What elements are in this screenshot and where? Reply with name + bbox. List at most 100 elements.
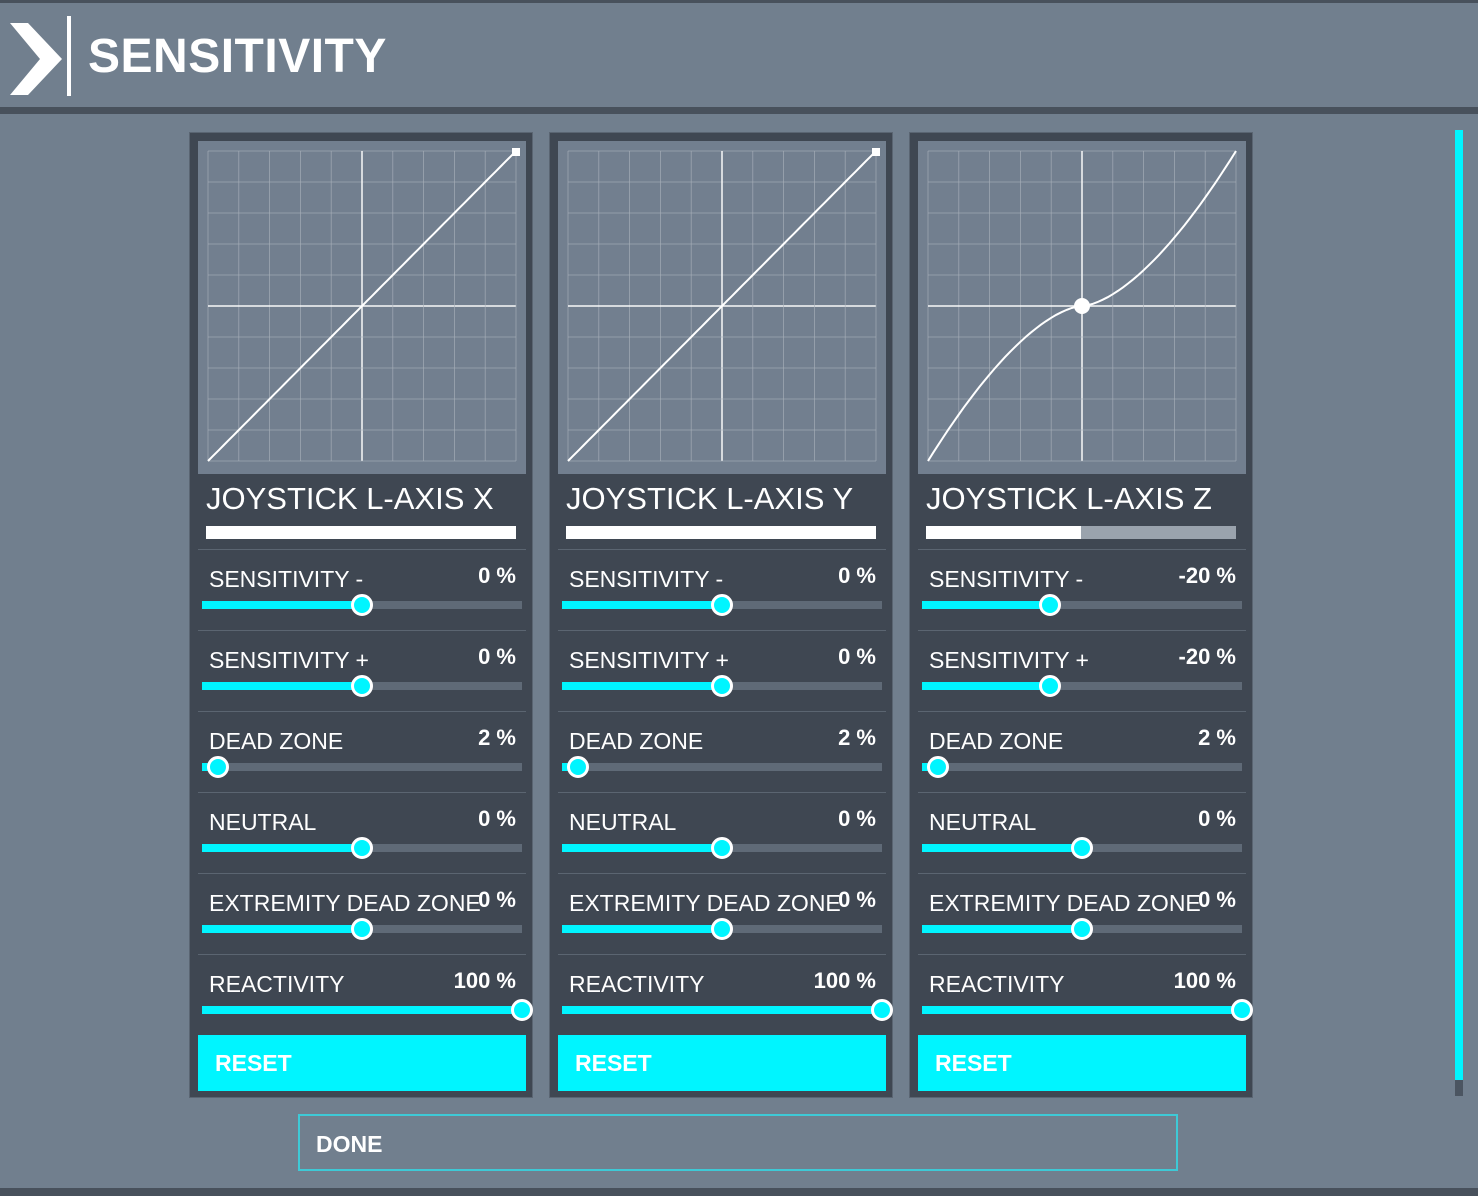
slider-fill bbox=[922, 601, 1050, 609]
slider-knob[interactable] bbox=[871, 999, 893, 1021]
slider-knob[interactable] bbox=[351, 594, 373, 616]
input-marker bbox=[1074, 298, 1090, 314]
setting-row: SENSITIVITY + 0 % bbox=[198, 630, 526, 710]
setting-slider[interactable] bbox=[922, 594, 1242, 616]
setting-label: EXTREMITY DEAD ZONE bbox=[569, 890, 841, 916]
top-border bbox=[0, 0, 1478, 3]
setting-value: 0 % bbox=[478, 806, 516, 831]
slider-fill bbox=[562, 925, 722, 933]
slider-knob[interactable] bbox=[711, 837, 733, 859]
axis-name: JOYSTICK L-AXIS X bbox=[206, 481, 494, 516]
slider-knob[interactable] bbox=[711, 918, 733, 940]
slider-fill bbox=[922, 682, 1050, 690]
done-button[interactable]: DONE bbox=[298, 1114, 1178, 1171]
slider-fill bbox=[562, 844, 722, 852]
setting-label: SENSITIVITY + bbox=[209, 647, 369, 673]
setting-slider[interactable] bbox=[562, 594, 882, 616]
setting-row: SENSITIVITY - -20 % bbox=[918, 549, 1246, 629]
setting-slider[interactable] bbox=[922, 837, 1242, 859]
setting-value: 0 % bbox=[478, 644, 516, 669]
setting-slider[interactable] bbox=[562, 918, 882, 940]
scrollbar[interactable] bbox=[1455, 130, 1463, 1096]
reset-button[interactable]: RESET bbox=[918, 1035, 1246, 1091]
setting-row: DEAD ZONE 2 % bbox=[558, 711, 886, 791]
setting-row: EXTREMITY DEAD ZONE 0 % bbox=[558, 873, 886, 953]
header-separator bbox=[0, 107, 1478, 114]
slider-knob[interactable] bbox=[567, 756, 589, 778]
setting-label: REACTIVITY bbox=[929, 971, 1065, 997]
header-divider bbox=[67, 16, 71, 96]
setting-label: SENSITIVITY - bbox=[569, 566, 724, 592]
slider-knob[interactable] bbox=[511, 999, 533, 1021]
scrollbar-thumb[interactable] bbox=[1455, 130, 1463, 1080]
setting-row: SENSITIVITY - 0 % bbox=[198, 549, 526, 629]
chevron-right-icon bbox=[10, 23, 62, 95]
setting-slider[interactable] bbox=[922, 675, 1242, 697]
setting-slider[interactable] bbox=[562, 999, 893, 1021]
setting-slider[interactable] bbox=[202, 918, 522, 940]
slider-knob[interactable] bbox=[351, 837, 373, 859]
setting-row: DEAD ZONE 2 % bbox=[918, 711, 1246, 791]
setting-row: EXTREMITY DEAD ZONE 0 % bbox=[198, 873, 526, 953]
setting-slider[interactable] bbox=[202, 837, 522, 859]
slider-knob[interactable] bbox=[711, 594, 733, 616]
setting-row: NEUTRAL 0 % bbox=[558, 792, 886, 872]
slider-knob[interactable] bbox=[711, 675, 733, 697]
setting-row: NEUTRAL 0 % bbox=[198, 792, 526, 872]
response-curve-graph bbox=[198, 141, 526, 474]
setting-slider[interactable] bbox=[202, 675, 522, 697]
input-level-bar bbox=[926, 526, 1236, 539]
slider-knob[interactable] bbox=[1039, 594, 1061, 616]
slider-knob[interactable] bbox=[351, 918, 373, 940]
setting-value: 2 % bbox=[838, 725, 876, 750]
setting-slider[interactable] bbox=[562, 756, 882, 778]
setting-label: NEUTRAL bbox=[929, 809, 1037, 835]
axis-panel: JOYSTICK L-AXIS Z SENSITIVITY - -20 % SENSI… bbox=[909, 132, 1253, 1098]
setting-value: 100 % bbox=[813, 968, 876, 993]
slider-fill bbox=[202, 601, 362, 609]
input-level-fill bbox=[566, 526, 876, 539]
setting-label: EXTREMITY DEAD ZONE bbox=[929, 890, 1201, 916]
slider-fill bbox=[562, 682, 722, 690]
input-marker bbox=[512, 148, 520, 156]
setting-label: SENSITIVITY + bbox=[569, 647, 729, 673]
axis-name: JOYSTICK L-AXIS Z bbox=[926, 481, 1212, 516]
setting-slider[interactable] bbox=[562, 837, 882, 859]
page-title: SENSITIVITY bbox=[88, 30, 387, 83]
setting-row: NEUTRAL 0 % bbox=[918, 792, 1246, 872]
reset-button[interactable]: RESET bbox=[198, 1035, 526, 1091]
setting-label: DEAD ZONE bbox=[569, 728, 704, 754]
reset-button[interactable]: RESET bbox=[558, 1035, 886, 1091]
setting-value: 0 % bbox=[838, 644, 876, 669]
setting-row: REACTIVITY 100 % bbox=[918, 954, 1253, 1034]
setting-row: REACTIVITY 100 % bbox=[198, 954, 533, 1034]
setting-slider[interactable] bbox=[922, 918, 1242, 940]
slider-knob[interactable] bbox=[1039, 675, 1061, 697]
setting-slider[interactable] bbox=[562, 675, 882, 697]
setting-label: EXTREMITY DEAD ZONE bbox=[209, 890, 481, 916]
setting-row: SENSITIVITY + -20 % bbox=[918, 630, 1246, 710]
slider-knob[interactable] bbox=[1071, 918, 1093, 940]
slider-fill bbox=[202, 844, 362, 852]
setting-value: 0 % bbox=[838, 806, 876, 831]
slider-knob[interactable] bbox=[1231, 999, 1253, 1021]
slider-knob[interactable] bbox=[207, 756, 229, 778]
setting-label: REACTIVITY bbox=[209, 971, 345, 997]
slider-fill bbox=[922, 844, 1082, 852]
response-curve bbox=[207, 150, 517, 462]
response-curve-graph bbox=[558, 141, 886, 474]
slider-fill bbox=[562, 601, 722, 609]
setting-label: NEUTRAL bbox=[209, 809, 317, 835]
slider-knob[interactable] bbox=[927, 756, 949, 778]
setting-slider[interactable] bbox=[202, 756, 522, 778]
setting-slider[interactable] bbox=[922, 999, 1253, 1021]
setting-slider[interactable] bbox=[202, 999, 533, 1021]
setting-slider[interactable] bbox=[922, 756, 1242, 778]
slider-knob[interactable] bbox=[351, 675, 373, 697]
axis-panel: JOYSTICK L-AXIS Y SENSITIVITY -0 % SENSITI… bbox=[549, 132, 893, 1098]
setting-row: SENSITIVITY + 0 % bbox=[558, 630, 886, 710]
setting-value: 0 % bbox=[478, 563, 516, 588]
setting-slider[interactable] bbox=[202, 594, 522, 616]
input-level-bar bbox=[206, 526, 516, 539]
slider-knob[interactable] bbox=[1071, 837, 1093, 859]
